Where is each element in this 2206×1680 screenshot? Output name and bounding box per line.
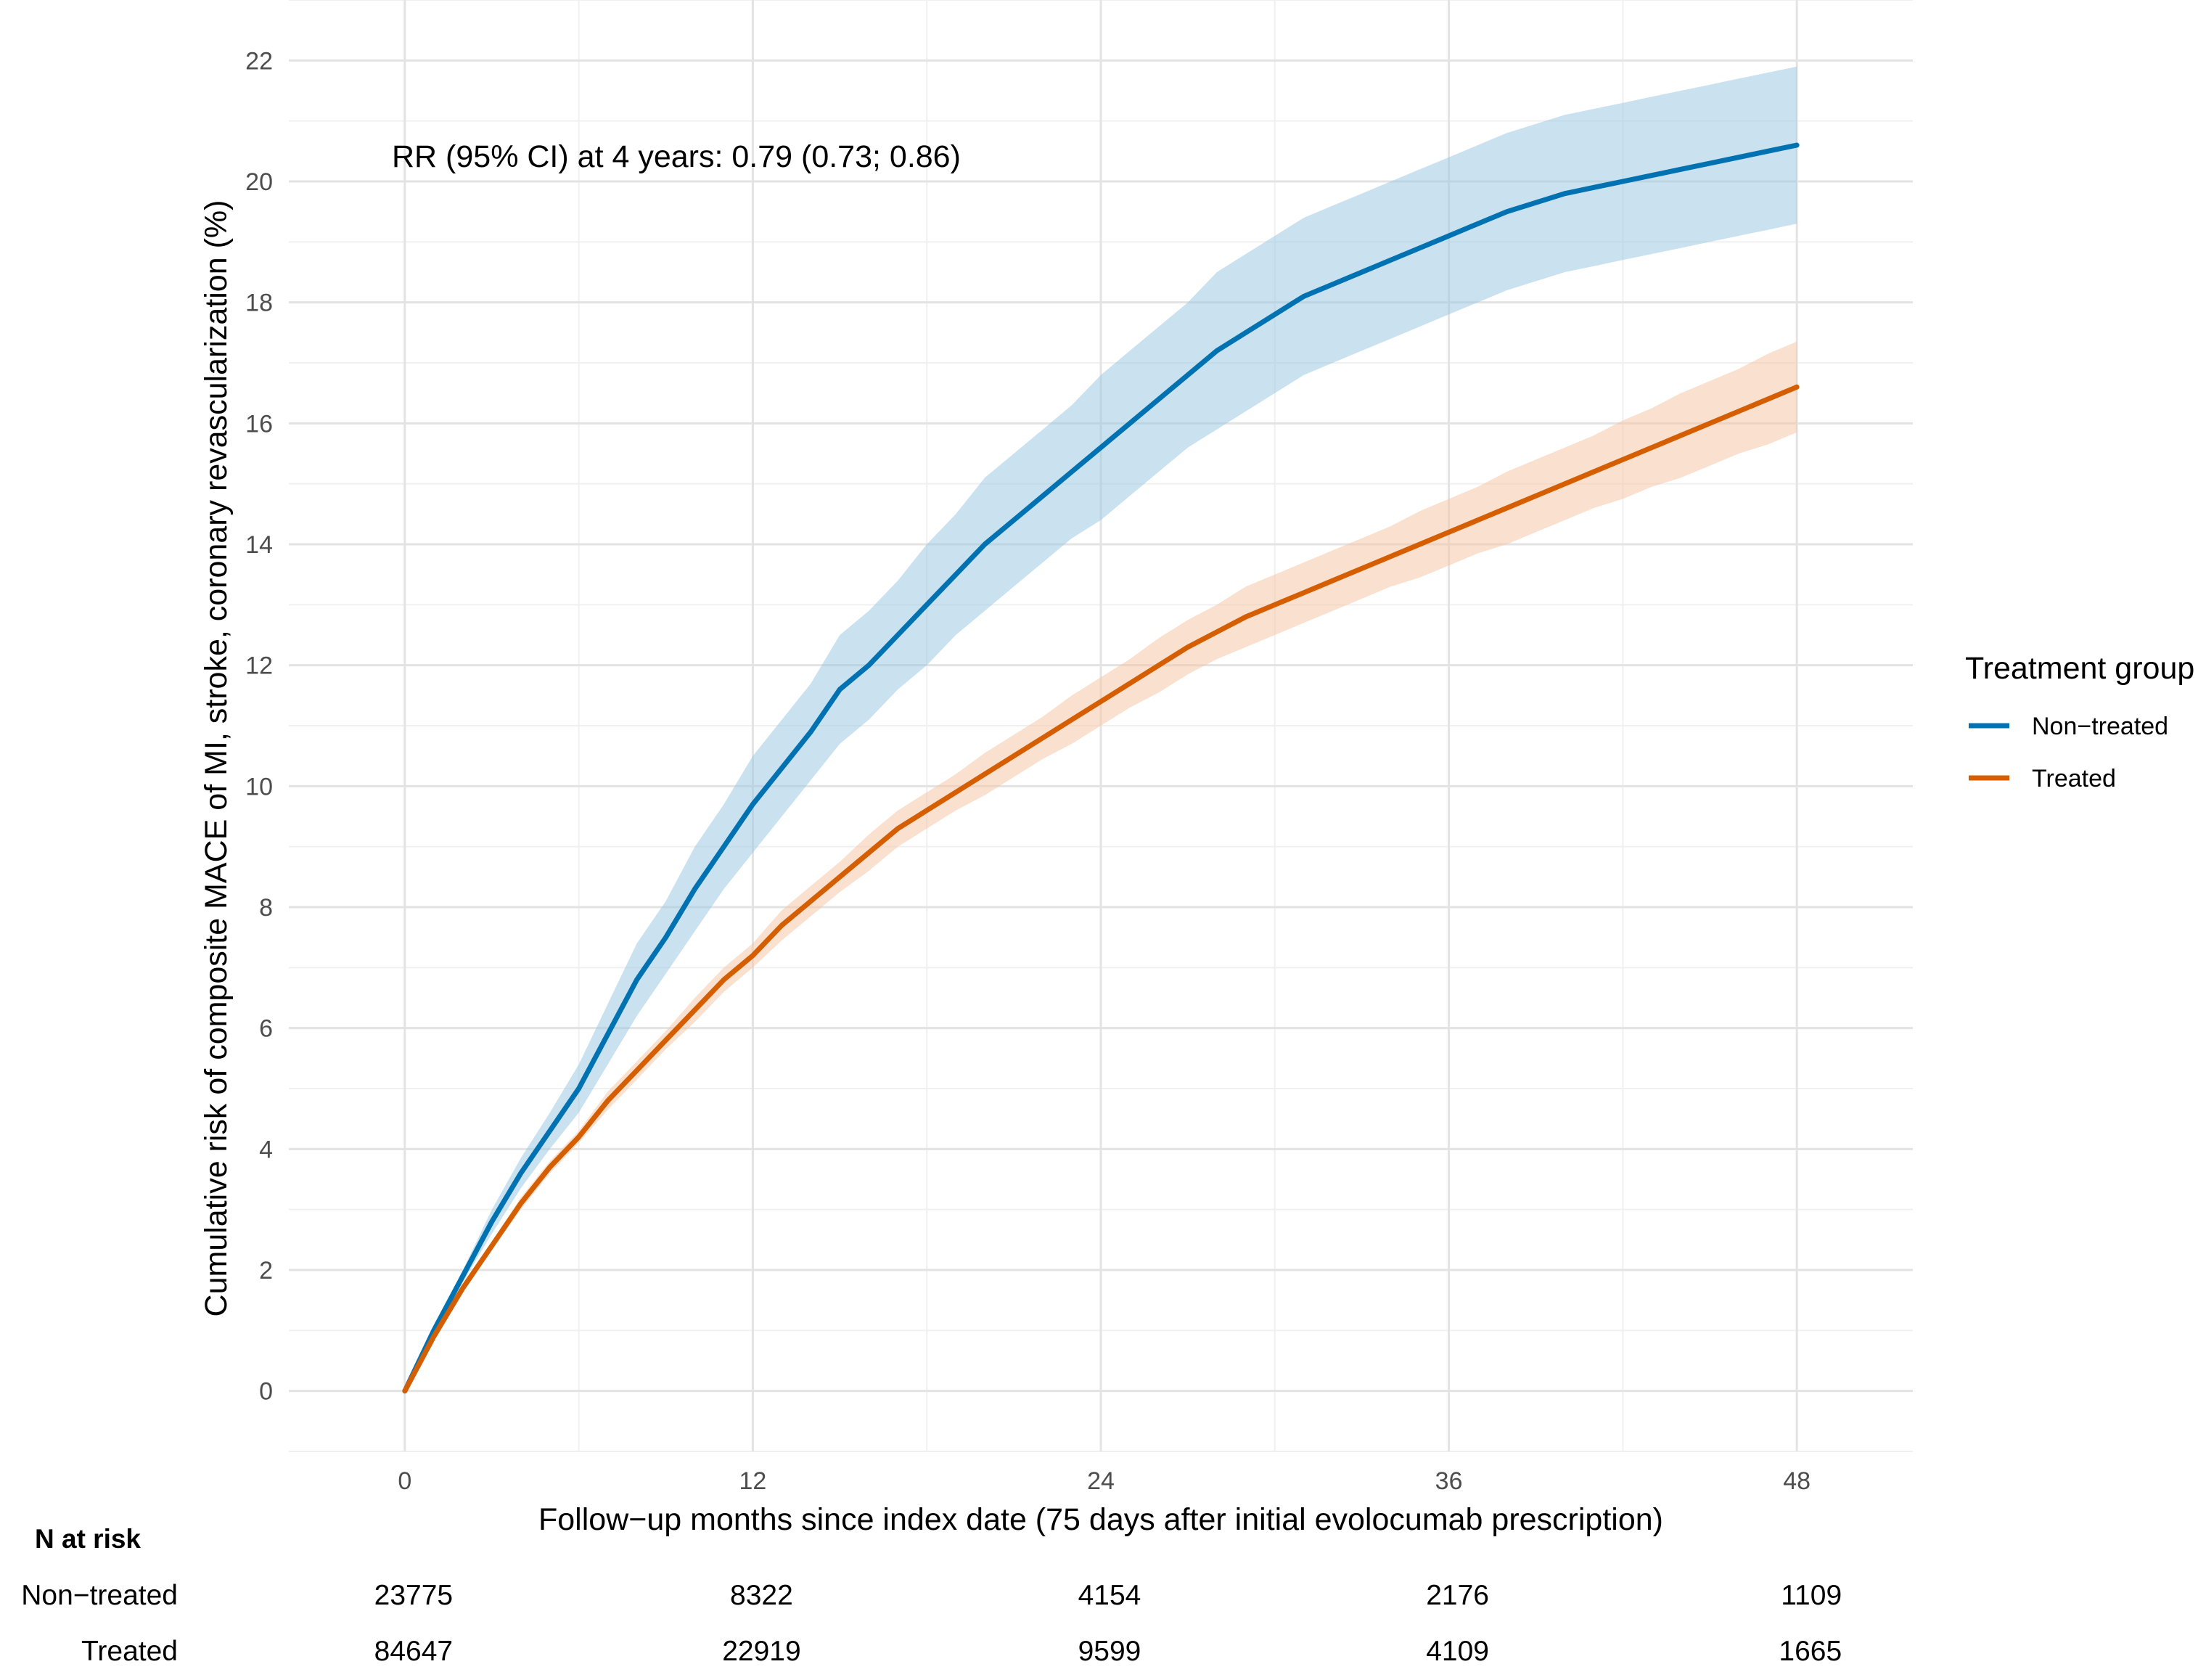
risk-value: 1665 [1779,1636,1842,1667]
risk-value: 4154 [1078,1580,1141,1611]
x-tick-label: 12 [739,1467,767,1495]
series-lines [402,142,1800,1394]
y-tick-label: 18 [245,290,273,317]
confidence-band-0 [404,66,1797,1391]
y-tick-label: 8 [259,894,273,922]
rr-annotation: RR (95% CI) at 4 years: 0.79 (0.73; 0.86… [392,139,961,174]
risk-value: 23775 [374,1580,453,1611]
x-tick-label: 48 [1783,1467,1811,1495]
legend-label: Treated [2032,765,2116,792]
x-axis-tick-labels: 0 12 24 36 48 [398,1467,1811,1495]
x-tick-label: 0 [398,1467,411,1495]
risk-value: 9599 [1078,1636,1141,1667]
x-tick-label: 24 [1087,1467,1115,1495]
risk-value: 8322 [730,1580,793,1611]
risk-value: 4109 [1426,1636,1489,1667]
y-tick-label: 12 [245,652,273,680]
x-axis-title: Follow−up months since index date (75 da… [538,1502,1663,1537]
legend: Treatment group Non−treated Treated [1965,651,2194,792]
major-gridlines [289,0,1913,1451]
y-tick-label: 20 [245,168,273,196]
risk-table-title: N at risk [35,1524,141,1554]
y-tick-label: 6 [259,1015,273,1043]
legend-label: Non−treated [2032,713,2168,740]
legend-items: Non−treated Treated [1969,713,2168,792]
risk-table: N at risk Non−treated 23775 8322 4154 2176 11… [21,1524,1842,1667]
y-axis-title: Cumulative risk of composite MACE of MI,… [199,200,234,1317]
y-tick-label: 2 [259,1257,273,1284]
x-tick-label: 36 [1435,1467,1463,1495]
risk-row-label: Treated [81,1636,178,1667]
y-tick-label: 22 [245,47,273,75]
risk-value: 1109 [1781,1580,1842,1611]
series-line-0 [402,142,1800,1394]
y-tick-label: 0 [259,1378,273,1406]
risk-value: 84647 [374,1636,453,1667]
risk-value: 2176 [1426,1580,1489,1611]
y-tick-label: 10 [245,773,273,800]
risk-value: 22919 [722,1636,800,1667]
risk-row-label: Non−treated [21,1580,178,1611]
y-tick-label: 14 [245,531,273,559]
legend-title: Treatment group [1965,651,2194,686]
y-tick-label: 16 [245,410,273,438]
y-tick-label: 4 [259,1136,273,1163]
risk-table-rows: Non−treated 23775 8322 4154 2176 1109 Treated 8… [21,1580,1842,1667]
y-axis-tick-labels: 0 2 4 6 8 10 12 14 16 18 20 22 [245,47,273,1405]
series-line-1 [402,384,1800,1394]
